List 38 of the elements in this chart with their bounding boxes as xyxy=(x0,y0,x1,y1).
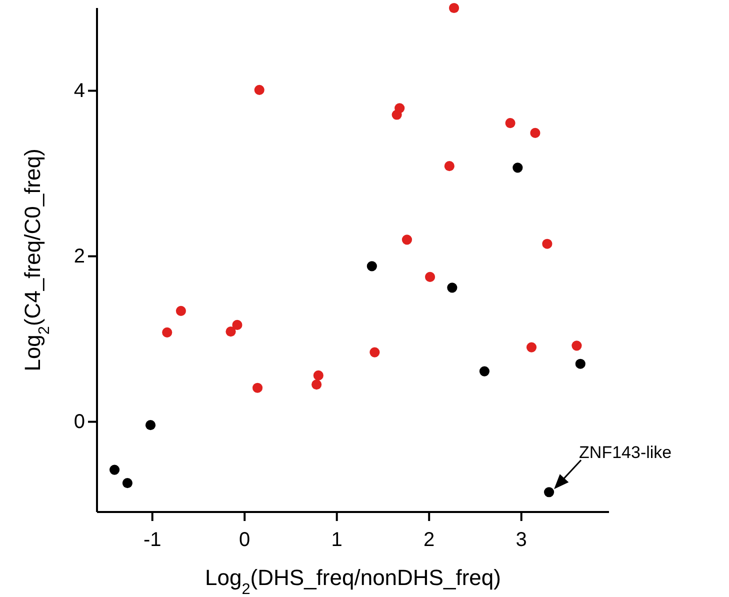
point xyxy=(232,320,242,330)
point xyxy=(313,370,324,380)
point xyxy=(448,2,460,14)
point xyxy=(254,84,264,95)
x-tick-label: 2 xyxy=(424,529,435,551)
point xyxy=(162,327,172,338)
y-tick-label: 4 xyxy=(74,80,85,102)
x-tick-label: -1 xyxy=(143,529,162,551)
x-tick-label: 3 xyxy=(516,529,527,551)
point xyxy=(530,128,540,138)
y-tick-label: 0 xyxy=(74,411,85,434)
point xyxy=(424,272,436,282)
point xyxy=(226,326,236,337)
point xyxy=(109,464,120,475)
point xyxy=(479,366,490,376)
point xyxy=(252,382,263,393)
annotation: ZNF143-like xyxy=(579,443,672,462)
point xyxy=(544,487,554,498)
point xyxy=(312,380,322,390)
point xyxy=(572,340,582,351)
point xyxy=(122,478,132,488)
point xyxy=(370,347,380,358)
point xyxy=(447,282,458,293)
point xyxy=(542,238,552,249)
point xyxy=(512,162,523,173)
point xyxy=(392,110,402,120)
point xyxy=(145,420,156,430)
point xyxy=(176,306,186,316)
x-tick-label: 1 xyxy=(331,529,342,551)
point xyxy=(505,118,516,128)
point xyxy=(526,342,537,352)
point xyxy=(402,234,412,245)
point xyxy=(444,161,454,172)
point xyxy=(366,261,377,272)
y-tick-label: 2 xyxy=(74,246,85,268)
x-tick-label: 0 xyxy=(239,529,250,551)
x-axis-title: Log$_{2}$(DHS_freq/nonDHS_freq) xyxy=(205,565,501,597)
point xyxy=(575,358,586,369)
